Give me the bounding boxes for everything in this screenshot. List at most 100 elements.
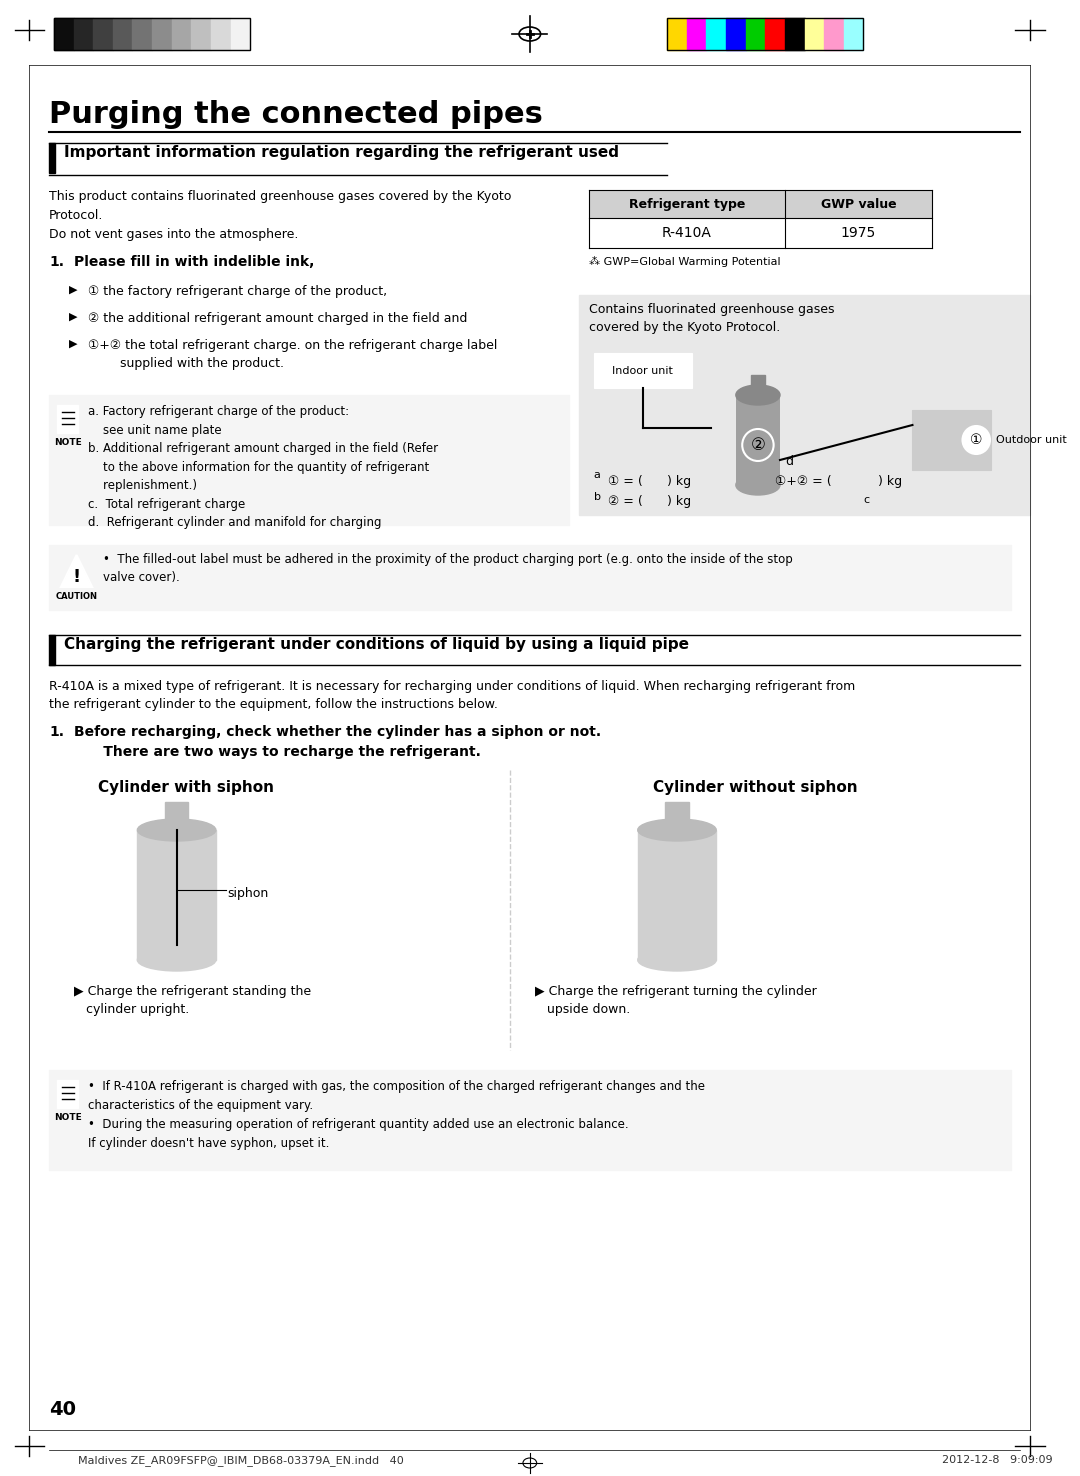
- Text: ) kg: ) kg: [667, 494, 691, 508]
- Text: 1.: 1.: [49, 725, 64, 739]
- Bar: [745, 18, 766, 50]
- Text: 1.: 1.: [49, 255, 64, 269]
- Bar: [112, 18, 133, 50]
- Text: Cylinder without siphon: Cylinder without siphon: [653, 779, 858, 796]
- Bar: [49, 143, 55, 173]
- Ellipse shape: [735, 385, 780, 404]
- Text: ① the factory refrigerant charge of the product,: ① the factory refrigerant charge of the …: [89, 285, 388, 298]
- Text: Indoor unit: Indoor unit: [612, 366, 673, 375]
- Text: ) kg: ) kg: [667, 475, 691, 489]
- Text: •  The filled-out label must be adhered in the proximity of the product charging: • The filled-out label must be adhered i…: [103, 554, 793, 584]
- Text: ①: ①: [970, 432, 983, 447]
- Text: Cylinder with siphon: Cylinder with siphon: [98, 779, 274, 796]
- Text: ①+② = (: ①+② = (: [775, 475, 832, 489]
- Text: ▶: ▶: [69, 339, 77, 348]
- Text: ②: ②: [751, 435, 766, 455]
- Bar: [706, 18, 726, 50]
- Text: NOTE: NOTE: [54, 1113, 82, 1122]
- Text: ⁂ GWP=Global Warming Potential: ⁂ GWP=Global Warming Potential: [589, 255, 781, 267]
- Text: 2012-12-8   9:09:09: 2012-12-8 9:09:09: [942, 1455, 1053, 1466]
- Bar: [54, 18, 73, 50]
- Text: NOTE: NOTE: [54, 438, 82, 447]
- Ellipse shape: [137, 949, 216, 971]
- Bar: [191, 18, 211, 50]
- Bar: [49, 545, 1011, 610]
- Bar: [172, 18, 191, 50]
- Ellipse shape: [637, 819, 716, 841]
- Bar: [785, 218, 932, 248]
- Text: Maldives ZE_AR09FSFP@_IBIM_DB68-03379A_EN.indd   40: Maldives ZE_AR09FSFP@_IBIM_DB68-03379A_E…: [79, 1455, 404, 1466]
- Text: Charging the refrigerant under conditions of liquid by using a liquid pipe: Charging the refrigerant under condition…: [64, 638, 689, 652]
- Bar: [211, 18, 230, 50]
- Ellipse shape: [735, 475, 780, 494]
- Text: Important information regulation regarding the refrigerant used: Important information regulation regardi…: [64, 145, 619, 159]
- Bar: [766, 18, 785, 50]
- Bar: [667, 18, 687, 50]
- Text: ▶ Charge the refrigerant turning the cylinder
   upside down.: ▶ Charge the refrigerant turning the cyl…: [535, 984, 816, 1015]
- Text: a. Factory refrigerant charge of the product:
    see unit name plate
b. Additio: a. Factory refrigerant charge of the pro…: [89, 404, 438, 528]
- Bar: [73, 18, 93, 50]
- Text: ▶: ▶: [69, 311, 77, 322]
- Bar: [579, 295, 1030, 515]
- Text: !: !: [72, 568, 81, 586]
- Bar: [54, 18, 251, 50]
- Bar: [93, 18, 112, 50]
- Text: c: c: [863, 494, 869, 505]
- Text: This product contains fluorinated greenhouse gases covered by the Kyoto
Protocol: This product contains fluorinated greenh…: [49, 190, 512, 241]
- Bar: [637, 830, 716, 959]
- Text: 1975: 1975: [841, 226, 876, 241]
- Bar: [133, 18, 152, 50]
- Text: ① = (: ① = (: [608, 475, 643, 489]
- Text: ▶: ▶: [69, 285, 77, 295]
- Text: siphon: siphon: [228, 887, 269, 900]
- Ellipse shape: [137, 819, 216, 841]
- Bar: [667, 18, 863, 50]
- Text: Outdoor unit: Outdoor unit: [996, 435, 1067, 444]
- Bar: [726, 18, 745, 50]
- Bar: [665, 801, 689, 830]
- Text: b: b: [594, 492, 600, 502]
- Bar: [751, 375, 766, 396]
- Bar: [589, 218, 785, 248]
- Text: •  If R-410A refrigerant is charged with gas, the composition of the charged ref: • If R-410A refrigerant is charged with …: [89, 1080, 705, 1150]
- Text: Contains fluorinated greenhouse gases
covered by the Kyoto Protocol.: Contains fluorinated greenhouse gases co…: [589, 303, 834, 334]
- Bar: [589, 190, 785, 218]
- Text: 40: 40: [49, 1401, 76, 1418]
- Bar: [785, 190, 932, 218]
- Ellipse shape: [637, 949, 716, 971]
- Bar: [57, 404, 79, 432]
- Bar: [152, 18, 172, 50]
- Bar: [230, 18, 251, 50]
- Bar: [805, 18, 824, 50]
- Text: Refrigerant type: Refrigerant type: [629, 198, 745, 211]
- Text: R-410A is a mixed type of refrigerant. It is necessary for recharging under cond: R-410A is a mixed type of refrigerant. I…: [49, 680, 855, 711]
- Bar: [49, 635, 55, 666]
- Bar: [687, 18, 706, 50]
- Bar: [824, 18, 843, 50]
- Bar: [735, 396, 780, 486]
- Bar: [137, 830, 216, 959]
- Text: d: d: [785, 455, 793, 468]
- Bar: [57, 1080, 79, 1108]
- Bar: [785, 18, 805, 50]
- Text: ▶ Charge the refrigerant standing the
   cylinder upright.: ▶ Charge the refrigerant standing the cy…: [73, 984, 311, 1015]
- Bar: [913, 410, 991, 469]
- Polygon shape: [60, 555, 92, 587]
- Text: a: a: [594, 469, 600, 480]
- Circle shape: [962, 427, 990, 455]
- Text: Before recharging, check whether the cylinder has a siphon or not.
      There a: Before recharging, check whether the cyl…: [73, 725, 600, 759]
- Text: ) kg: ) kg: [878, 475, 902, 489]
- Text: ①+② the total refrigerant charge. on the refrigerant charge label
        suppli: ①+② the total refrigerant charge. on the…: [89, 339, 498, 370]
- Text: CAUTION: CAUTION: [55, 592, 97, 601]
- Text: Please fill in with indelible ink,: Please fill in with indelible ink,: [73, 255, 314, 269]
- Bar: [165, 801, 188, 830]
- Text: Purging the connected pipes: Purging the connected pipes: [49, 100, 543, 128]
- Text: GWP value: GWP value: [821, 198, 896, 211]
- Text: ② the additional refrigerant amount charged in the field and: ② the additional refrigerant amount char…: [89, 311, 468, 325]
- Bar: [843, 18, 863, 50]
- Bar: [49, 1070, 1011, 1170]
- Text: R-410A: R-410A: [662, 226, 712, 241]
- Text: ② = (: ② = (: [608, 494, 643, 508]
- Bar: [49, 396, 569, 525]
- Bar: [594, 353, 691, 388]
